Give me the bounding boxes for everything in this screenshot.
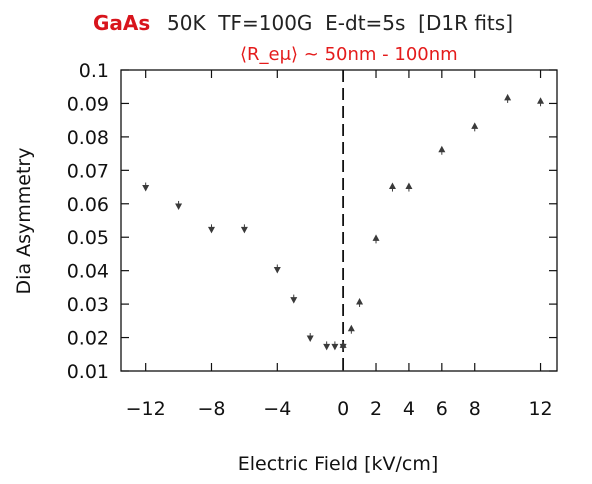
data-point-down	[290, 294, 298, 304]
y-tick-label: 0.02	[67, 328, 109, 350]
data-markers	[142, 93, 545, 351]
x-tick-label: 4	[403, 398, 415, 420]
y-tick-label: 0.08	[67, 127, 109, 149]
y-tick-label: 0.05	[67, 227, 109, 249]
x-axis-label: Electric Field [kV/cm]	[238, 453, 439, 475]
data-point-up	[537, 97, 545, 107]
chart-title-material: GaAs	[93, 11, 150, 35]
x-tick-label: −8	[197, 398, 225, 420]
y-tick-label: 0.07	[67, 160, 109, 182]
data-point-down	[207, 224, 215, 234]
data-point-down	[331, 341, 339, 351]
data-point-up	[504, 93, 512, 103]
y-tick-label: 0.06	[67, 194, 109, 216]
data-point-up	[388, 182, 396, 192]
y-tick-label: 0.09	[67, 93, 109, 115]
x-tick-label: 2	[370, 398, 382, 420]
annotation-handwritten: ⟨R_eμ⟩ ~ 50nm - 100nm	[240, 44, 458, 65]
x-tick-label: 6	[436, 398, 448, 420]
data-point-down	[323, 341, 331, 351]
data-point-up	[347, 324, 355, 334]
x-tick-label: 12	[528, 398, 552, 420]
y-tick-label: 0.01	[67, 361, 109, 383]
x-tick-label: −4	[263, 398, 291, 420]
chart-title-parameters: 50K TF=100G E-dt=5s [D1R fits]	[167, 11, 513, 35]
data-point-up	[356, 297, 364, 307]
y-axis-label: Dia Asymmetry	[13, 148, 35, 295]
data-point-up	[438, 145, 446, 155]
data-point-down	[175, 200, 183, 210]
axis-tick-labels: 0.01 0.02 0.03 0.04 0.05 0.06 0.07 0.08 0.09 0.1 −…	[67, 60, 553, 420]
y-tick-label: 0.03	[67, 294, 109, 316]
y-tick-label: 0.04	[67, 261, 109, 283]
data-point-down	[273, 264, 281, 274]
axis-ticks	[121, 69, 557, 372]
data-point-down	[142, 182, 150, 192]
data-point-up	[372, 234, 380, 244]
y-tick-label: 0.1	[79, 60, 109, 82]
data-point-up	[471, 122, 479, 132]
x-tick-label: 8	[469, 398, 481, 420]
data-point-down	[306, 333, 314, 343]
data-point-down	[240, 224, 248, 234]
x-tick-label: −12	[126, 398, 166, 420]
data-point-up	[405, 182, 413, 192]
data-point-up	[339, 341, 347, 351]
plot-frame	[120, 69, 558, 372]
x-tick-label: 0	[337, 398, 349, 420]
